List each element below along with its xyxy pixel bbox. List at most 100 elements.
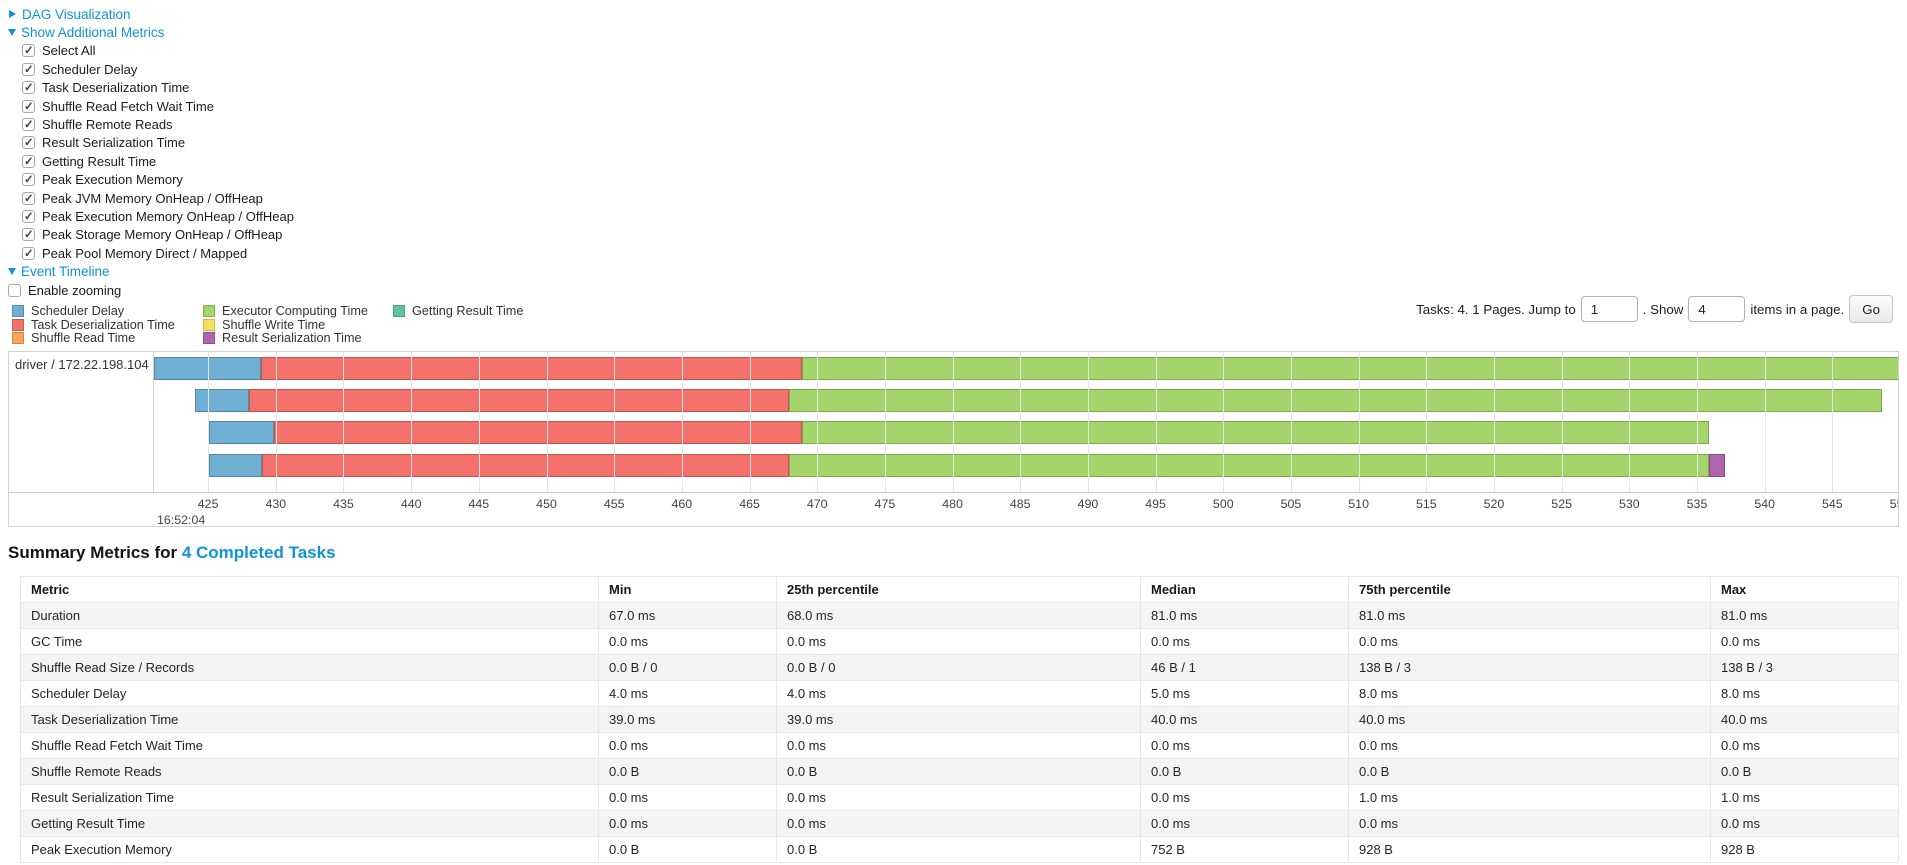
metric-value-cell: 0.0 ms [776, 784, 1141, 811]
show-additional-metrics-toggle[interactable]: Show Additional Metrics [8, 25, 164, 40]
go-button[interactable]: Go [1849, 295, 1893, 323]
checkbox-label-task-deserialization-time: Task Deserialization Time [42, 80, 190, 96]
metric-name-cell: Scheduler Delay [20, 680, 599, 707]
checkbox-peak-execution-memory[interactable] [22, 172, 35, 187]
legend-label: Executor Computing Time [222, 303, 368, 318]
axis-tick-label: 485 [1009, 497, 1031, 511]
metric-checkbox-row: Shuffle Read Fetch Wait Time [22, 97, 294, 115]
timeline-bar-scheduler-delay[interactable] [154, 357, 261, 380]
event-timeline-label: Event Timeline [21, 264, 110, 280]
checkbox-shuffle-read-fetch-wait-time[interactable] [22, 99, 35, 113]
column-header-max: Max [1710, 576, 1899, 603]
metric-value-cell: 40.0 ms [1140, 706, 1349, 733]
checkbox-task-deserialization-time[interactable] [22, 80, 35, 95]
checkbox-select-all[interactable] [22, 43, 35, 58]
column-header-75th-percentile: 75th percentile [1348, 576, 1711, 603]
metric-checkbox-row: Peak JVM Memory OnHeap / OffHeap [22, 189, 294, 207]
axis-tick-label: 545 [1822, 497, 1843, 511]
timeline-bar-executor-computing[interactable] [802, 357, 1898, 380]
metric-checkbox-row: Select All [22, 42, 294, 60]
gridline [952, 352, 954, 492]
metric-checkbox-list: Select All Scheduler Delay Task Deserializ… [8, 42, 294, 263]
timeline-bar-task-deserialization[interactable] [262, 454, 789, 477]
legend-column: Getting Result Time [393, 304, 523, 318]
metric-value-cell: 0.0 ms [776, 732, 1141, 759]
legend-item-shuffle-write-time: Shuffle Write Time [203, 318, 368, 332]
page-size-input[interactable] [1688, 296, 1746, 322]
axis-tick-label: 500 [1212, 497, 1234, 511]
legend-item-task-deserialization-time: Task Deserialization Time [12, 318, 175, 332]
gridline [749, 352, 751, 492]
checkbox-peak-execution-memory-onheap-offheap[interactable] [22, 209, 35, 223]
metric-value-cell: 0.0 B [776, 758, 1141, 785]
axis-tick-label: 530 [1618, 497, 1640, 511]
checkbox-shuffle-remote-reads[interactable] [22, 117, 35, 132]
checkbox-scheduler-delay[interactable] [22, 62, 35, 76]
event-timeline-toggle[interactable]: Event Timeline [8, 264, 110, 279]
executor-row-label: driver / 172.22.198.104 [15, 357, 149, 372]
gridline [1764, 352, 1766, 492]
metric-value-cell: 0.0 B / 0 [776, 654, 1141, 681]
jump-to-page-input[interactable] [1580, 296, 1638, 322]
checkbox-peak-storage-memory-onheap-offheap[interactable] [22, 227, 35, 242]
metric-checkbox-row: Shuffle Remote Reads [22, 115, 294, 133]
timeline-bar-task-deserialization[interactable] [260, 357, 803, 380]
timeline-bar-executor-computing[interactable] [802, 421, 1710, 444]
gridline [275, 352, 277, 492]
legend-column: Scheduler Delay Task Deserialization Time… [12, 304, 175, 345]
metric-value-cell: 0.0 ms [598, 784, 777, 811]
metric-value-cell: 81.0 ms [1140, 602, 1349, 629]
legend-label: Result Serialization Time [222, 331, 362, 346]
axis-tick-label: 440 [400, 497, 422, 511]
stage-controls: DAG Visualization Show Additional Metric… [8, 5, 294, 299]
gridline [1426, 352, 1428, 492]
table-row-scheduler-delay: Scheduler Delay 4.0 ms 4.0 ms 5.0 ms 8.0 ms 8… [20, 680, 1899, 707]
enable-zooming-checkbox[interactable] [8, 283, 21, 297]
checkbox-label-peak-execution-memory-onheap-offheap: Peak Execution Memory OnHeap / OffHeap [42, 208, 294, 224]
caret-down-icon [8, 268, 16, 276]
axis-tick-label: 425 [197, 497, 219, 511]
checkbox-peak-pool-memory-direct-mapped[interactable] [22, 246, 35, 260]
tasks-count-text: Tasks: 4. 1 Pages. Jump to [1416, 301, 1576, 317]
metric-value-cell: 928 B [1710, 836, 1899, 863]
metric-value-cell: 0.0 B [1140, 758, 1349, 785]
timeline-bar-scheduler-delay[interactable] [194, 389, 249, 412]
dag-visualization-toggle[interactable]: DAG Visualization [8, 7, 131, 22]
timeline-bar-executor-computing[interactable] [788, 454, 1710, 477]
checkbox-getting-result-time[interactable] [22, 154, 35, 168]
axis-tick-label: 465 [739, 497, 760, 511]
metric-checkbox-row: Getting Result Time [22, 152, 294, 170]
checkbox-result-serialization-time[interactable] [22, 135, 35, 150]
axis-tick-label: 520 [1483, 497, 1505, 511]
timeline-bar-task-deserialization[interactable] [248, 389, 789, 412]
gridline [817, 352, 819, 492]
completed-tasks-link[interactable]: 4 Completed Tasks [181, 543, 336, 562]
summary-metrics-table: Metric Min 25th percentile Median 75th perce… [20, 576, 1899, 863]
checkbox-label-getting-result-time: Getting Result Time [42, 153, 157, 169]
metric-value-cell: 40.0 ms [1348, 706, 1711, 733]
metric-value-cell: 8.0 ms [1348, 680, 1711, 707]
timeline-bar-scheduler-delay[interactable] [209, 421, 275, 444]
caret-right-icon [9, 10, 16, 19]
axis-start-time-label: 16:52:04 [157, 513, 206, 526]
metric-value-cell: 138 B / 3 [1710, 654, 1899, 681]
gridline [1493, 352, 1495, 492]
checkbox-peak-jvm-memory-onheap-offheap[interactable] [22, 191, 35, 205]
enable-zooming-label: Enable zooming [28, 282, 122, 298]
metric-name-cell: Result Serialization Time [20, 784, 599, 811]
metric-checkbox-row: Task Deserialization Time [22, 79, 294, 97]
axis-tick-label: 525 [1551, 497, 1572, 511]
timeline-bar-scheduler-delay[interactable] [209, 454, 263, 477]
gridline [1358, 352, 1360, 492]
metric-checkbox-row: Scheduler Delay [22, 60, 294, 78]
timeline-bar-result-serialization[interactable] [1709, 454, 1726, 477]
metric-name-cell: Getting Result Time [20, 810, 599, 837]
table-row-result-serialization-time: Result Serialization Time 0.0 ms 0.0 ms 0.0… [20, 784, 1899, 811]
metric-checkbox-row: Result Serialization Time [22, 134, 294, 152]
checkbox-label-peak-storage-memory-onheap-offheap: Peak Storage Memory OnHeap / OffHeap [42, 227, 283, 243]
gridline [1832, 352, 1834, 492]
timeline-bar-executor-computing[interactable] [788, 389, 1883, 412]
timeline-bar-task-deserialization[interactable] [274, 421, 803, 444]
metric-name-cell: Shuffle Read Size / Records [20, 654, 599, 681]
